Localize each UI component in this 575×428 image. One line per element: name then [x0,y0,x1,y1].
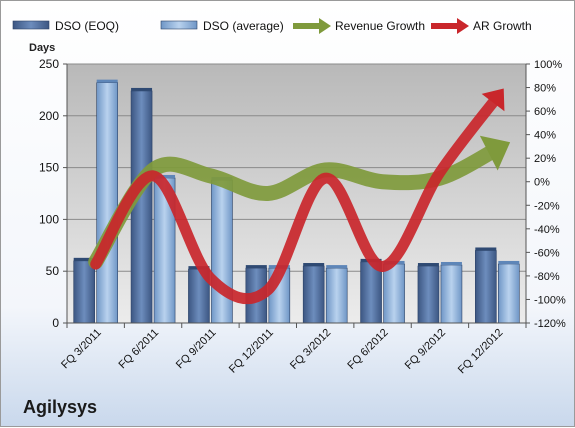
bar-dso-eoq-7 [475,250,497,324]
y2-tick-label: 80% [534,83,556,95]
bar-cap [96,79,118,83]
x-tick-label: FQ 12/2011 [227,327,276,376]
y2-tick-label: -20% [534,200,560,212]
bar-dso-eoq-4 [302,265,325,324]
bar-cap [154,174,176,178]
legend-arrow-head-3 [457,18,469,34]
bar-dso-average-4 [325,267,348,324]
y-tick-label: 0 [52,316,59,330]
bar-cap [245,265,267,269]
y2-tick-label: 20% [534,153,556,165]
y2-tick-label: 100% [534,59,562,71]
arrowhead-ar-growth [481,88,505,112]
y-tick-label: 100 [39,212,59,226]
x-tick-label: FQ 9/2012 [403,327,448,372]
y-tick-label: 250 [39,57,59,71]
bar-cap [440,261,462,265]
y-tick-label: 150 [39,161,59,175]
x-tick-label: FQ 3/2012 [288,327,333,372]
legend-label: DSO (average) [203,19,284,33]
y-axis-label: Days [29,42,55,54]
growth-lines [88,88,511,305]
y2-tick-label: -120% [534,318,566,330]
y-tick-label: 200 [39,109,59,123]
x-tick-label: FQ 6/2011 [117,327,162,372]
legend-label: Revenue Growth [335,19,425,33]
y2-tick-label: -100% [534,294,566,306]
y2-tick-label: -80% [534,271,560,283]
bar-cap [303,263,325,267]
bar-dso-average-7 [498,263,520,324]
bar-dso-average-2 [211,179,233,324]
arrowhead-revenue-growth [479,135,511,171]
x-tick-label: FQ 3/2011 [59,327,104,372]
bar-cap [498,260,520,264]
bar-dso-eoq-6 [417,265,440,324]
y2-tick-label: 40% [534,130,556,142]
legend: DSO (EOQ) DSO (average) Revenue Growth AR G… [12,18,532,34]
y2-tick-label: 60% [534,106,556,118]
y-tick-label: 50 [46,264,60,278]
legend-swatch-0 [12,20,50,30]
x-tick-label: FQ 9/2011 [174,327,219,372]
bar-cap [417,263,439,267]
legend-arrow-head-2 [319,18,331,34]
y2-tick-label: 0% [534,177,550,189]
company-name: Agilysys [23,397,98,417]
bar-cap [326,265,348,269]
bar-dso-average-0 [96,82,118,324]
x-tick-label: FQ 6/2012 [345,327,390,372]
y2-tick-label: -40% [534,224,560,236]
legend-swatch-1 [160,20,198,30]
legend-label: DSO (EOQ) [55,19,119,33]
bar-cap [131,87,153,91]
y2-tick-label: -60% [534,247,560,259]
bar-dso-eoq-0 [73,260,95,324]
bar-dso-average-5 [383,263,405,324]
legend-label: AR Growth [473,19,532,33]
bar-cap [475,247,497,251]
bar-dso-average-6 [440,264,463,324]
line-ar-growth [90,91,503,305]
x-tick-label: FQ 12/2012 [456,327,506,377]
bar-cap [73,257,95,261]
